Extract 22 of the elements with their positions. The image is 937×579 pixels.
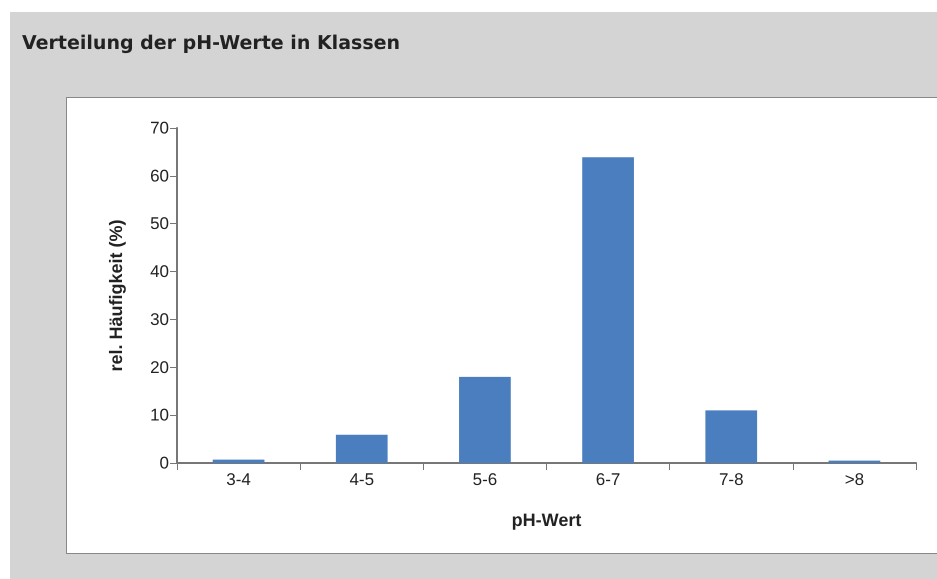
y-axis-title: rel. Häufigkeit (%) bbox=[106, 219, 126, 372]
chart-title: Verteilung der pH-Werte in Klassen bbox=[22, 32, 400, 54]
y-tick-label: 0 bbox=[160, 454, 169, 472]
bar bbox=[582, 157, 634, 463]
y-tick-label: 40 bbox=[150, 262, 169, 282]
bar bbox=[459, 376, 511, 463]
y-tick-label: 10 bbox=[150, 406, 169, 425]
x-axis-title: pH-Wert bbox=[512, 510, 582, 530]
bar bbox=[336, 434, 388, 463]
x-tick-label: 3-4 bbox=[226, 470, 251, 489]
y-tick-label: 50 bbox=[150, 214, 169, 234]
y-tick-label: 20 bbox=[150, 358, 169, 377]
bar bbox=[212, 460, 264, 463]
x-tick-label: >8 bbox=[844, 470, 864, 489]
bar bbox=[705, 410, 758, 463]
y-tick-label: 60 bbox=[150, 166, 169, 186]
x-tick-label: 6-7 bbox=[596, 470, 620, 489]
y-tick-label: 70 bbox=[150, 118, 169, 138]
y-tick-label: 30 bbox=[150, 310, 169, 329]
x-tick-label: 5-6 bbox=[472, 470, 498, 489]
x-tick-label: 7-8 bbox=[718, 470, 744, 489]
x-tick-label: 4-5 bbox=[349, 470, 374, 489]
